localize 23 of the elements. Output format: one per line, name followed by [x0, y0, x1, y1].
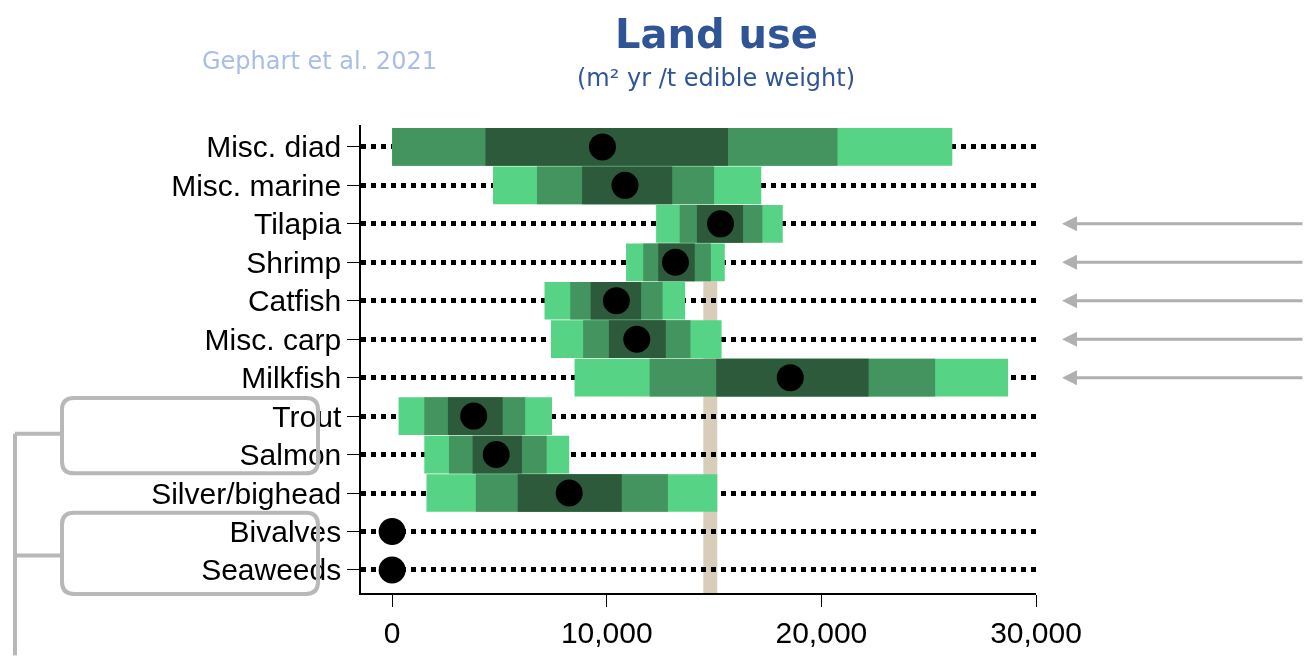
point	[378, 556, 406, 584]
y-tick-label: Shrimp	[246, 245, 342, 279]
y-tick-label: Silver/bighead	[151, 476, 342, 510]
y-tick-label: Tilapia	[253, 207, 342, 241]
point	[378, 517, 406, 545]
x-tick-label: 0	[383, 615, 401, 649]
y-tick-label: Catfish	[247, 284, 342, 318]
x-tick-label: 30,000	[990, 615, 1082, 649]
point	[776, 364, 804, 392]
y-tick-label: Misc. diad	[206, 130, 342, 164]
y-tick-label: Bivalves	[229, 514, 342, 548]
bar	[716, 358, 869, 397]
text: Gephart et al. 2021	[202, 47, 437, 75]
x-tick-label: 10,000	[560, 615, 653, 649]
y-tick-label: Misc. marine	[171, 168, 342, 202]
y-tick-label: Misc. carp	[204, 322, 342, 356]
chart-title: Land use	[615, 11, 818, 57]
y-tick-label: Seaweeds	[201, 553, 342, 587]
chart-subtitle: (m² yr /t edible weight)	[577, 64, 856, 92]
y-tick-label: Salmon	[239, 438, 342, 472]
y-tick-label: Milkfish	[241, 361, 342, 395]
point	[588, 133, 616, 161]
x-tick-label: 20,000	[775, 615, 868, 649]
